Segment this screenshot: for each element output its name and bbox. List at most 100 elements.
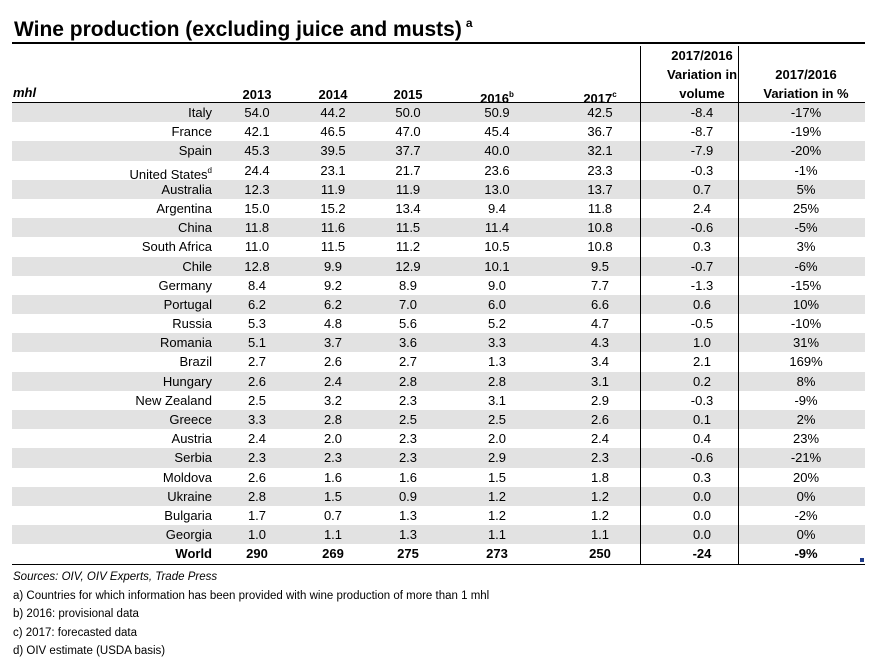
cell-2014: 44.2	[320, 105, 346, 120]
cell-2014: 11.6	[320, 220, 346, 236]
cell-country: Australia	[161, 180, 212, 199]
cell-2014: 1.6	[323, 469, 343, 485]
cell-country: Greece	[169, 410, 212, 429]
cell-2016: 5.2	[487, 316, 507, 332]
cell-2016: 23.6	[484, 162, 510, 178]
cell-2013: 5.3	[247, 316, 267, 332]
country-name: Australia	[161, 181, 212, 197]
cell-2014: 9.9	[323, 258, 343, 274]
cell-2016: 6.0	[487, 296, 507, 312]
cell-2017: 32.1	[587, 143, 613, 159]
cell-2015: 2.3	[398, 392, 418, 408]
cell-variation-volume: 0.2	[692, 373, 712, 389]
header-variation-pct-line1: 2017/2016	[775, 67, 837, 82]
cell-2013: 6.2	[247, 296, 267, 312]
cell-2017: 7.7	[590, 277, 610, 293]
cell-2015: 2.7	[398, 354, 418, 370]
header-2016-note: b	[509, 90, 514, 99]
cell-2015: 3.6	[398, 335, 418, 351]
cell-country: Romania	[160, 333, 212, 352]
cell-2014: 2.0	[323, 431, 343, 447]
cell-country: United Statesd	[130, 161, 213, 184]
cell-2016: 2.5	[487, 412, 507, 427]
country-name: France	[171, 124, 212, 140]
table-row: New Zealand 2.5 3.2 2.3 3.1 2.9 -0.3 -9%	[12, 391, 865, 410]
cell-variation-volume: 1.0	[692, 335, 712, 351]
cell-variation-pct: -9%	[794, 546, 818, 562]
cell-2016: 10.5	[484, 239, 510, 255]
country-name: Chile	[182, 258, 212, 274]
cell-2017: 250	[589, 546, 611, 562]
cell-variation-volume: -24	[692, 546, 712, 562]
cell-2016: 10.1	[484, 258, 510, 274]
table-row: France 42.1 46.5 47.0 45.4 36.7 -8.7 -19%	[12, 122, 865, 141]
cell-variation-pct: -2%	[794, 507, 818, 523]
cell-country: Moldova	[163, 468, 212, 487]
table-title: Wine production (excluding juice and mus…	[14, 16, 473, 42]
cell-2017: 36.7	[587, 124, 613, 140]
table-row: South Africa 11.0 11.5 11.2 10.5 10.8 0.3 3%	[12, 237, 865, 256]
title-footnote-marker: a	[465, 16, 473, 30]
cell-2015: 7.0	[398, 296, 418, 312]
footnotes: Sources: OIV, OIV Experts, Trade Press a…	[13, 568, 489, 661]
table-row: Argentina 15.0 15.2 13.4 9.4 11.8 2.4 25%	[12, 199, 865, 218]
cell-variation-pct: 169%	[789, 354, 823, 370]
header-2015: 2015	[393, 87, 423, 102]
cell-2013: 2.6	[247, 373, 267, 389]
cell-2013: 3.3	[247, 412, 267, 427]
cell-2017: 10.8	[587, 239, 613, 255]
cell-variation-pct: -6%	[794, 258, 818, 274]
cell-variation-volume: 0.6	[692, 296, 712, 312]
table-row: Russia 5.3 4.8 5.6 5.2 4.7 -0.5 -10%	[12, 314, 865, 333]
cell-2014: 23.1	[320, 162, 346, 178]
cell-2014: 6.2	[323, 296, 343, 312]
header-2014: 2014	[318, 87, 348, 102]
footnote-b: b) 2016: provisional data	[13, 608, 139, 621]
header-variation-pct-line2: Variation in %	[763, 86, 849, 101]
table-row: Austria 2.4 2.0 2.3 2.0 2.4 0.4 23%	[12, 429, 865, 448]
cell-variation-volume: 0.7	[692, 181, 712, 197]
table-bottom-rule	[12, 564, 865, 565]
table-row: Moldova 2.6 1.6 1.6 1.5 1.8 0.3 20%	[12, 468, 865, 487]
cell-2015: 11.5	[395, 220, 421, 236]
cell-2015: 1.6	[398, 469, 418, 485]
header-rule	[12, 102, 865, 103]
cell-variation-volume: 0.3	[692, 469, 712, 485]
cell-2016: 3.1	[487, 392, 507, 408]
cell-2015: 2.3	[398, 431, 418, 447]
table-row: Greece 3.3 2.8 2.5 2.5 2.6 0.1 2%	[12, 410, 865, 430]
cell-2015: 21.7	[395, 162, 421, 178]
header-variation-volume-line1: 2017/2016	[671, 48, 733, 63]
cell-2013: 1.0	[247, 527, 267, 543]
cell-2016: 1.3	[487, 354, 507, 370]
cell-variation-pct: 25%	[792, 200, 820, 216]
country-name: World	[175, 546, 212, 562]
cell-2013: 2.3	[247, 450, 267, 466]
cell-2013: 24.4	[244, 162, 270, 178]
cell-2014: 11.5	[320, 239, 346, 255]
country-name: Portugal	[163, 296, 212, 312]
country-name: Moldova	[162, 469, 212, 485]
table-row: Italy 54.0 44.2 50.0 50.9 42.5 -8.4 -17%	[12, 103, 865, 123]
cell-variation-volume: -8.7	[690, 124, 714, 140]
cell-2013: 12.3	[244, 181, 270, 197]
cell-2017: 23.3	[587, 162, 613, 178]
table-row: Ukraine 2.8 1.5 0.9 1.2 1.2 0.0 0%	[12, 486, 865, 506]
country-footnote-marker: d	[207, 165, 212, 175]
cell-2013: 2.4	[247, 431, 267, 447]
cell-variation-volume: 0.3	[692, 239, 712, 255]
header-2017-note: c	[612, 90, 617, 99]
country-name: Georgia	[165, 527, 212, 543]
cell-2013: 2.8	[247, 488, 267, 504]
cell-variation-pct: -20%	[790, 143, 822, 159]
cell-country: Bulgaria	[164, 506, 212, 525]
cell-2015: 0.9	[398, 488, 418, 504]
resize-handle-icon	[860, 558, 864, 562]
cell-2014: 11.9	[320, 181, 346, 197]
cell-variation-pct: -17%	[790, 105, 822, 120]
country-name: Italy	[188, 105, 212, 120]
cell-2015: 275	[397, 546, 419, 562]
country-name: Greece	[169, 412, 212, 427]
country-name: Spain	[178, 143, 212, 159]
country-name: Serbia	[174, 450, 212, 466]
